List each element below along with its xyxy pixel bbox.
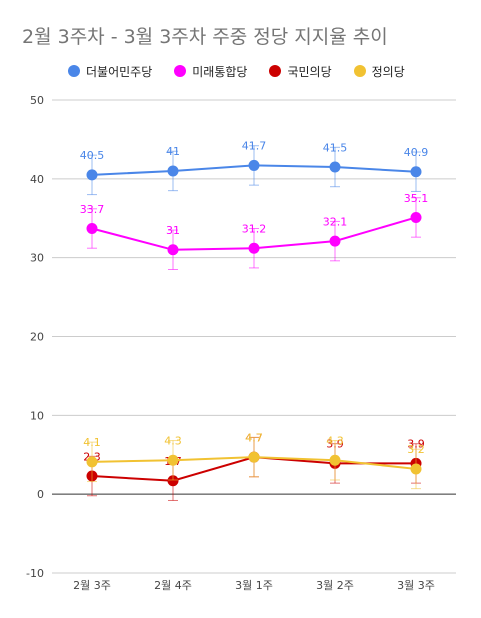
- data-point: [329, 161, 341, 173]
- data-label: 40.5: [80, 149, 105, 162]
- data-point: [167, 454, 179, 466]
- data-label: 32.1: [323, 215, 348, 228]
- data-label: 4.3: [164, 435, 182, 448]
- y-tick-label: 10: [30, 409, 44, 422]
- y-tick-label: 0: [37, 488, 44, 501]
- data-label: 3.2: [407, 443, 425, 456]
- legend: 더불어민주당 미래통합당 국민의당 정의당: [68, 62, 427, 80]
- x-tick-label: 3월 1주: [235, 579, 273, 592]
- data-point: [248, 242, 260, 254]
- data-point: [167, 244, 179, 256]
- data-point: [329, 235, 341, 247]
- data-point: [86, 169, 98, 181]
- data-label: 4.1: [83, 436, 101, 449]
- legend-label: 미래통합당: [192, 64, 248, 79]
- legend-swatch: [174, 65, 187, 77]
- chart-title: 2월 3주차 - 3월 3주차 주중 정당 지지율 추이: [22, 26, 388, 48]
- legend-label: 국민의당: [287, 64, 332, 79]
- data-point: [329, 454, 341, 466]
- data-label: 41.5: [323, 141, 348, 154]
- legend-swatch: [68, 65, 80, 77]
- data-point: [410, 166, 422, 178]
- data-point: [167, 475, 179, 487]
- y-tick-label: 20: [30, 331, 44, 344]
- data-label: 4.7: [245, 431, 263, 444]
- data-label: 41.7: [242, 140, 267, 153]
- data-point: [248, 451, 260, 463]
- y-tick-label: 40: [30, 173, 44, 186]
- data-point: [86, 456, 98, 468]
- data-label: 4.3: [326, 435, 344, 448]
- data-label: 31.2: [242, 222, 267, 235]
- y-tick-label: 50: [30, 94, 44, 107]
- data-label: 33.7: [80, 203, 105, 216]
- data-label: 41: [166, 145, 180, 158]
- legend-swatch: [269, 65, 282, 77]
- data-label: 35.1: [404, 192, 429, 205]
- legend-item: 더불어민주당: [68, 63, 152, 80]
- legend-label: 정의당: [371, 64, 405, 79]
- x-tick-label: 2월 3주: [73, 579, 111, 592]
- legend-item: 정의당: [353, 63, 405, 80]
- legend-label: 더불어민주당: [86, 64, 153, 79]
- data-point: [248, 159, 260, 171]
- x-tick-label: 2월 4주: [154, 579, 192, 592]
- y-tick-label: -10: [26, 567, 44, 580]
- legend-item: 국민의당: [269, 63, 332, 80]
- x-tick-label: 3월 3주: [397, 579, 435, 592]
- legend-item: 미래통합당: [174, 63, 247, 80]
- data-label: 31: [166, 224, 180, 237]
- data-label: 3.9: [407, 438, 425, 451]
- data-label: 40.9: [404, 146, 429, 159]
- data-point: [410, 211, 422, 223]
- data-point: [86, 222, 98, 234]
- data-point: [167, 165, 179, 177]
- x-tick-label: 3월 2주: [316, 579, 354, 592]
- legend-swatch: [353, 65, 366, 77]
- data-point: [410, 463, 422, 475]
- y-tick-label: 30: [30, 252, 44, 265]
